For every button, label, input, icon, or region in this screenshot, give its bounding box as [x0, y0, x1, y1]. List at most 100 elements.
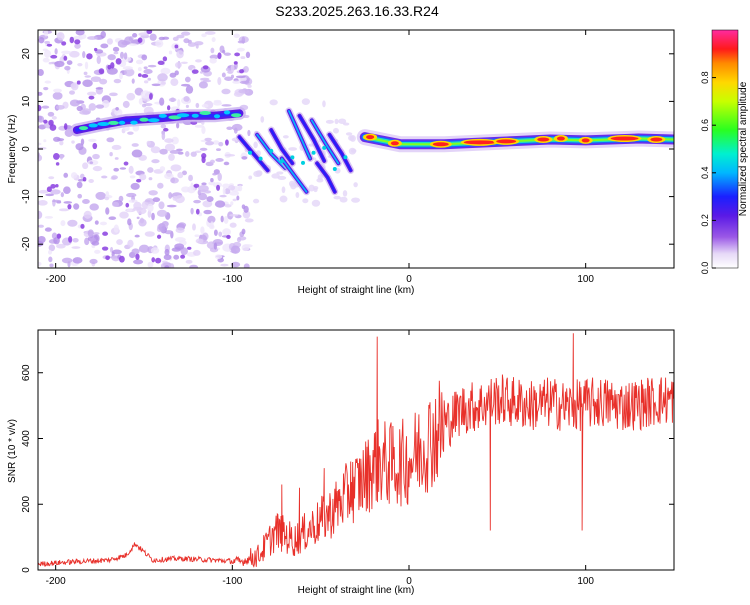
noise-blob [295, 192, 300, 198]
noise-blob [252, 198, 260, 204]
noise-blob [104, 196, 110, 201]
noise-blob [191, 69, 199, 74]
noise-blob [92, 232, 100, 235]
noise-blob [143, 103, 153, 107]
noise-blob [333, 195, 342, 200]
noise-blob [169, 263, 175, 268]
noise-blob [51, 115, 57, 120]
noise-blob [159, 166, 166, 172]
noise-blob [216, 148, 221, 152]
noise-blob [217, 52, 222, 60]
noise-blob [147, 167, 154, 173]
noise-blob [214, 254, 223, 260]
noise-blob [134, 234, 140, 238]
noise-blob [63, 186, 71, 195]
noise-blob [144, 199, 151, 203]
noise-blob [238, 185, 243, 192]
noise-blob [54, 60, 65, 68]
noise-blob [137, 73, 142, 77]
noise-blob [63, 123, 68, 130]
noise-blob [100, 43, 109, 49]
noise-blob [80, 138, 85, 146]
spectrogram-frame [37, 29, 675, 269]
noise-blob [131, 248, 140, 255]
noise-blob [147, 203, 154, 212]
noise-blob [199, 147, 208, 151]
noise-blob [107, 54, 116, 61]
noise-blob [128, 165, 134, 174]
transition-streak-core [328, 133, 352, 172]
noise-blob [241, 228, 246, 235]
noise-blob [223, 161, 230, 166]
noise-blob [226, 234, 231, 239]
noise-blob [76, 105, 83, 112]
noise-blob [247, 84, 252, 88]
noise-blob [222, 228, 232, 236]
noise-blob [239, 80, 250, 85]
noise-blob [174, 243, 185, 250]
ridge-hotspot [199, 110, 212, 115]
y-tick-label: -10 [21, 189, 32, 204]
noise-blob [183, 96, 190, 102]
noise-blob [63, 55, 68, 61]
noise-blob [38, 104, 42, 112]
noise-blob [353, 182, 358, 188]
noise-blob [96, 55, 101, 65]
noise-blob [233, 33, 240, 39]
x-tick-label: -200 [46, 576, 66, 587]
noise-blob [201, 153, 207, 159]
x-tick-label: 0 [406, 576, 412, 587]
colorbar-tick-label: 0.0 [700, 262, 710, 275]
noise-blob [113, 224, 119, 233]
noise-blob [56, 233, 62, 239]
spectrogram-heatmap [38, 30, 674, 268]
noise-blob [90, 76, 102, 83]
streak-hotspot [322, 145, 327, 150]
noise-blob [151, 83, 161, 87]
noise-blob [218, 231, 223, 237]
noise-blob [237, 40, 245, 44]
noise-blob [101, 246, 109, 251]
noise-blob [58, 208, 69, 212]
ridge-hotspot [139, 117, 149, 122]
noise-blob [212, 172, 217, 176]
noise-blob [230, 64, 235, 73]
y-tick-label: 0 [21, 567, 32, 573]
noise-blob [226, 126, 233, 130]
noise-blob [301, 98, 310, 106]
noise-blob [189, 264, 198, 268]
noise-blob [154, 257, 162, 264]
noise-blob [151, 159, 160, 164]
noise-blob [135, 59, 144, 65]
noise-blob [288, 147, 298, 151]
noise-blob [109, 152, 113, 157]
noise-blob [43, 30, 49, 37]
noise-blob [201, 126, 206, 135]
noise-blob [71, 246, 81, 249]
snr-y-label: SNR (10 * v/v) [7, 419, 18, 483]
noise-blob [228, 185, 236, 191]
noise-blob [72, 35, 84, 41]
noise-blob [55, 104, 65, 110]
noise-blob [160, 124, 167, 129]
noise-blob [91, 241, 100, 246]
transition-streak-core [316, 162, 336, 193]
noise-blob [248, 175, 253, 180]
noise-blob [51, 199, 62, 203]
noise-blob [157, 73, 168, 82]
noise-blob [147, 261, 154, 268]
noise-blob [180, 61, 188, 64]
noise-blob [170, 177, 179, 184]
noise-blob [241, 156, 248, 160]
noise-blob [129, 175, 136, 179]
noise-blob [139, 173, 147, 181]
noise-blob [235, 75, 246, 79]
noise-blob [174, 44, 179, 49]
noise-blob [69, 50, 80, 58]
noise-blob [133, 259, 144, 265]
colorbar-tick-label: 0.4 [700, 167, 710, 180]
ridge-hotspot [496, 139, 517, 144]
noise-blob [114, 157, 119, 160]
noise-blob [238, 89, 250, 94]
